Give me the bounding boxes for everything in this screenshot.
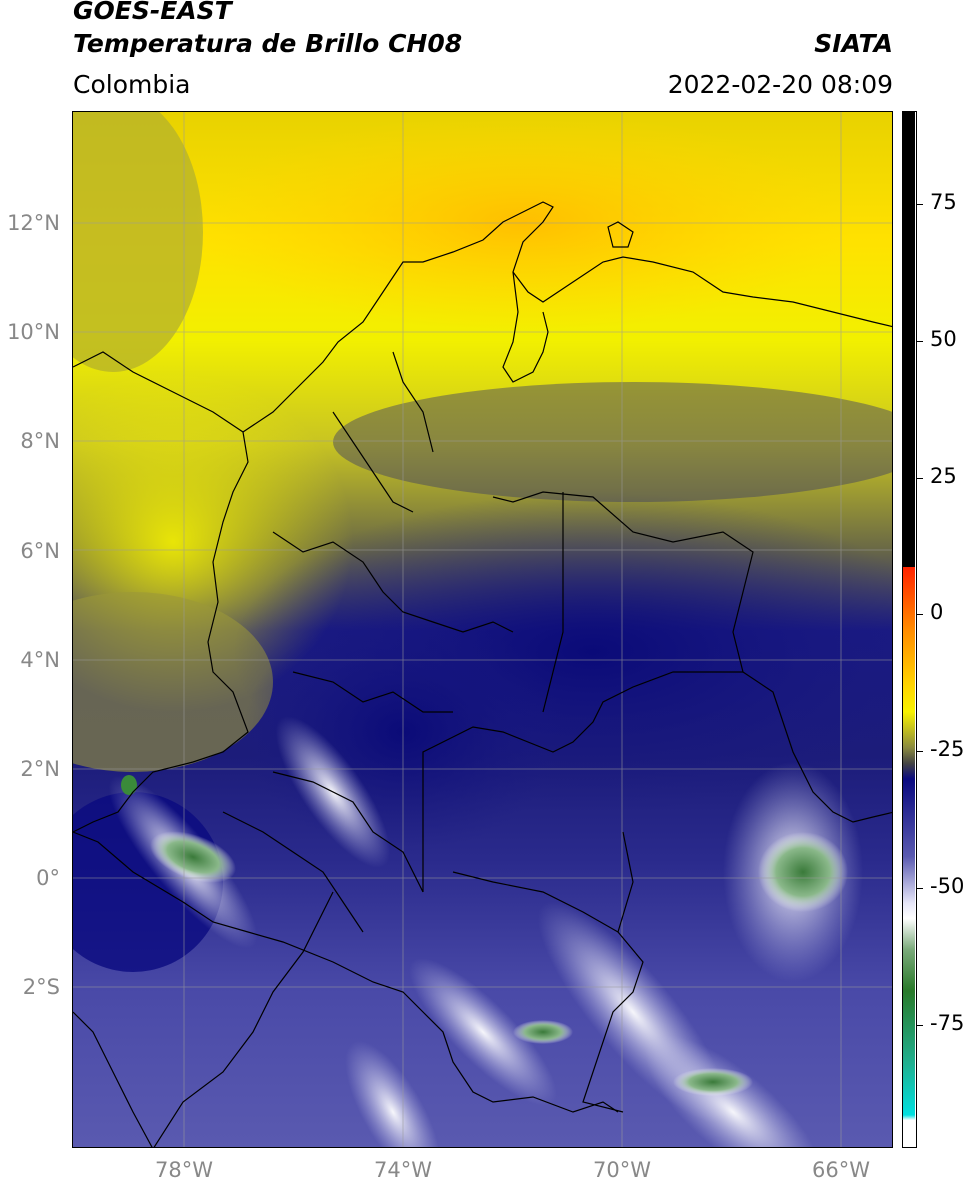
colorbar-tick-mark xyxy=(917,1025,923,1026)
lat-tick: 2°N xyxy=(20,757,60,781)
lon-tick: 70°W xyxy=(593,1158,651,1182)
colorbar-tick: -75 xyxy=(930,1011,965,1035)
lat-tick: 2°S xyxy=(22,975,60,999)
colorbar-gradient xyxy=(903,112,915,1146)
lat-tick: 10°N xyxy=(7,320,60,344)
lon-tick: 74°W xyxy=(374,1158,432,1182)
lat-tick: 12°N xyxy=(7,211,60,235)
satellite-title: GOES-EAST xyxy=(73,0,232,25)
colorbar-tick-mark xyxy=(917,204,923,205)
colorbar-tick-mark xyxy=(917,341,923,342)
lat-tick: 0° xyxy=(36,866,60,890)
colorbar-tick: 75 xyxy=(930,190,957,214)
colorbar-tick-mark xyxy=(917,478,923,479)
lon-tick: 78°W xyxy=(155,1158,213,1182)
colorbar-tick-mark xyxy=(917,751,923,752)
timestamp-label: 2022-02-20 08:09 xyxy=(667,70,893,99)
lon-tick: 66°W xyxy=(812,1158,870,1182)
lat-tick: 8°N xyxy=(20,429,60,453)
colorbar-tick-mark xyxy=(917,888,923,889)
colorbar-tick: -50 xyxy=(930,874,965,898)
lat-tick: 4°N xyxy=(20,648,60,672)
colorbar-tick: -25 xyxy=(930,737,965,761)
product-title: Temperatura de Brillo CH08 xyxy=(73,29,463,58)
colorbar-tick: 25 xyxy=(930,464,957,488)
map-svg xyxy=(73,112,892,1147)
brand-label: SIATA xyxy=(814,29,893,58)
lat-tick: 6°N xyxy=(20,539,60,563)
colorbar-tick: 50 xyxy=(930,327,957,351)
colorbar xyxy=(902,111,917,1148)
colorbar-tick-mark xyxy=(917,614,923,615)
colorbar-tick: 0 xyxy=(930,600,944,624)
brightness-temperature-map[interactable] xyxy=(72,111,893,1148)
region-label: Colombia xyxy=(73,70,191,99)
